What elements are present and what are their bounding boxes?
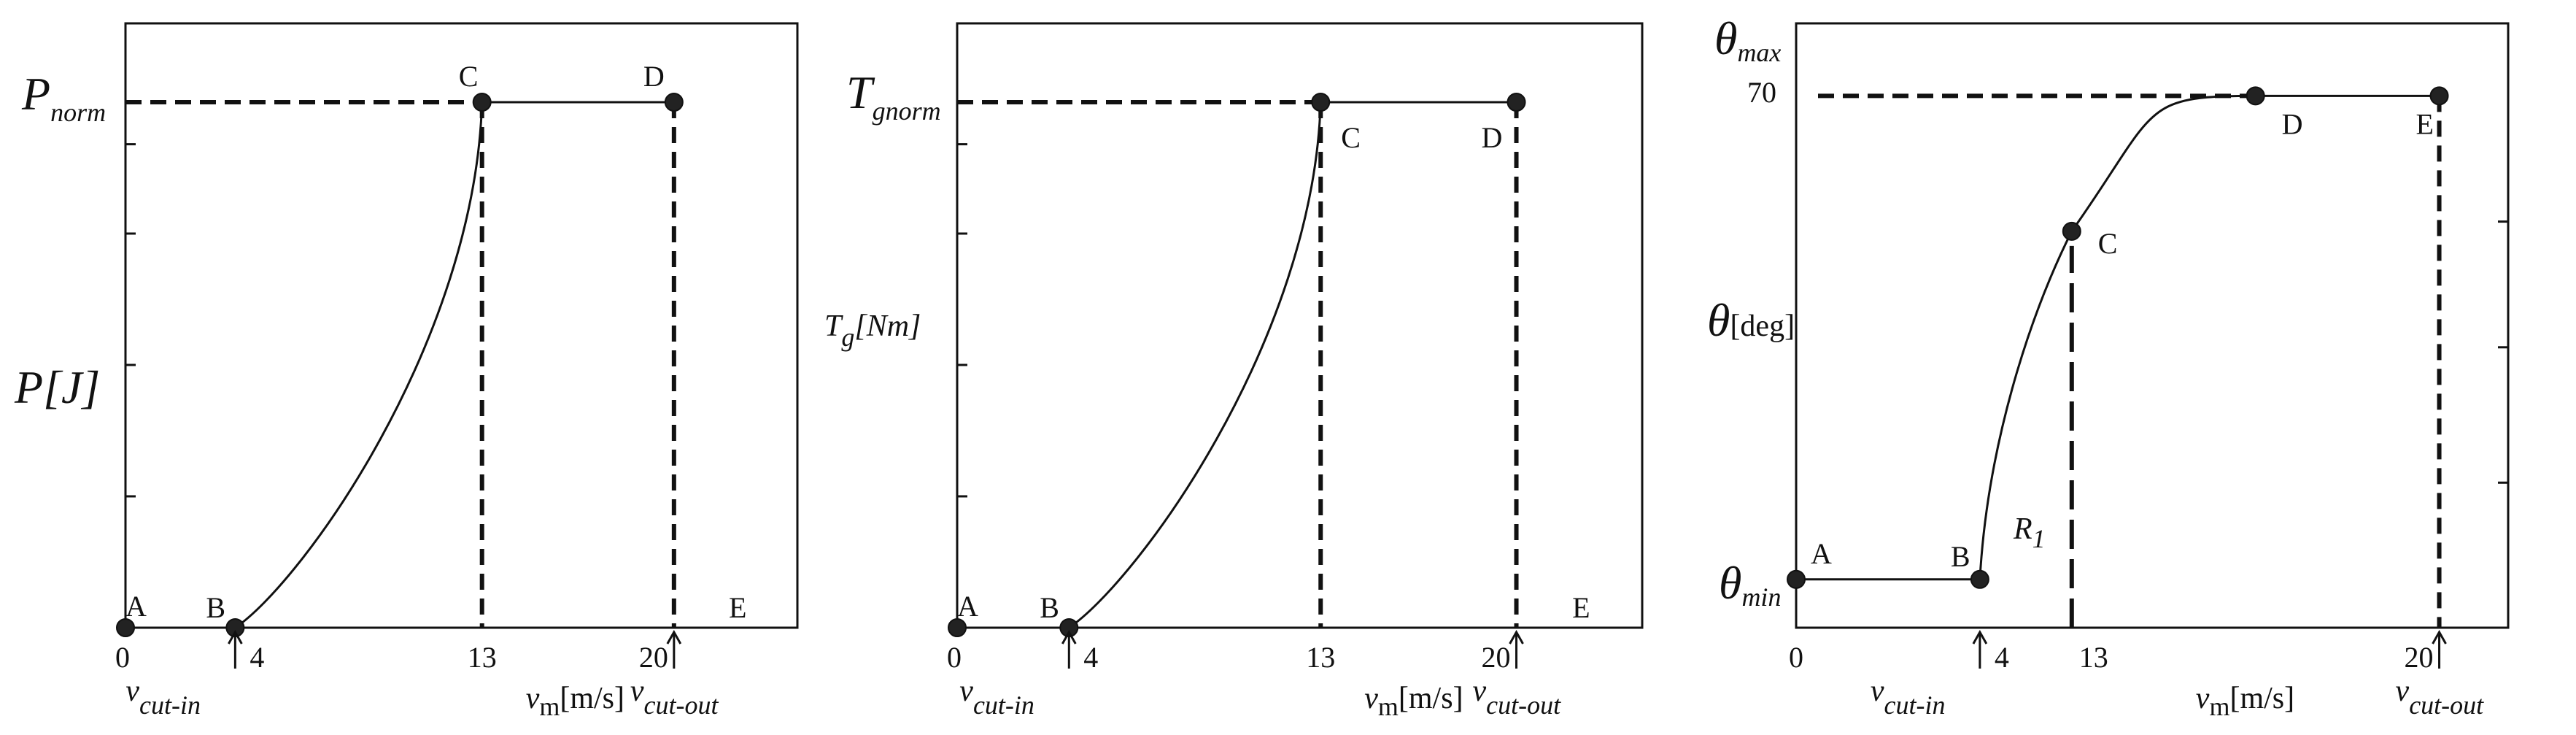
chart-3-cut-in-label: vcut-in: [1871, 674, 1946, 720]
chart-1-frame: [124, 22, 799, 629]
chart-3-curve-bc: [1979, 231, 2073, 580]
chart-1-cut-in-arrow: [228, 629, 243, 669]
chart-2-frame: [956, 22, 1644, 629]
chart-1-cut-out-arrow-head: [666, 629, 682, 644]
chart-3-point-label-c: C: [2098, 227, 2118, 260]
chart-2-cut-out-arrow-head: [1509, 629, 1524, 644]
chart-2-x-tick-label-0: 0: [947, 641, 962, 674]
chart-1-x-tick-label-3: 20: [639, 641, 668, 674]
chart-1-point-label-c: C: [459, 60, 479, 93]
chart-2-point-label-b: B: [1040, 591, 1059, 624]
chart-2-curve-bc: [1068, 101, 1322, 629]
chart-1-x-tick-label-2: 13: [468, 641, 497, 674]
chart-1-cut-out-arrow: [666, 629, 682, 669]
chart-3-x-tick-label-1: 4: [1995, 641, 2009, 674]
chart-3-cut-out-arrow: [2432, 629, 2447, 669]
chart-3-curve-cd: [2070, 94, 2256, 232]
chart-1-y-axis-label: P[J]: [14, 361, 100, 413]
chart-1-point-d: [664, 93, 684, 112]
chart-1-cut-in-label: vcut-in: [125, 674, 201, 720]
chart-3-point-label-b: B: [1951, 540, 1970, 573]
chart-3-cut-in-arrow: [1972, 629, 1988, 669]
chart-2-x-tick-label-1: 4: [1083, 641, 1098, 674]
chart-3-x-axis-label: vm[m/s]: [2196, 682, 2294, 721]
chart-1-cut-out-label: vcut-out: [630, 674, 719, 720]
chart-1-point-c: [472, 93, 492, 112]
chart-3-cut-out-arrow-head: [2432, 629, 2447, 644]
chart-3-x-tick-label-2: 13: [2079, 641, 2108, 674]
chart-1-x-tick-label-0: 0: [115, 641, 130, 674]
chart-3-point-label-d: D: [2282, 107, 2303, 140]
chart-1-point-label-d: D: [643, 60, 665, 93]
chart-1-x-tick-label-1: 4: [250, 641, 264, 674]
chart-2-x-tick-label-3: 20: [1482, 641, 1511, 674]
chart-3-y-axis-label: θ[deg]: [1707, 294, 1795, 346]
chart-3-y-min-label: θmin: [1719, 557, 1781, 612]
chart-3-region-label: R1: [2013, 512, 2046, 553]
chart-3-y-max-value: 70: [1747, 76, 1776, 109]
chart-2-point-label-e: E: [1572, 591, 1590, 624]
chart-3-x-tick-label-3: 20: [2405, 641, 2434, 674]
chart-1-y-level-label: Pnorm: [21, 68, 106, 127]
chart-3-point-c: [2062, 221, 2081, 241]
chart-1-point-label-a: A: [125, 590, 147, 623]
chart-2-x-tick-label-2: 13: [1306, 641, 1335, 674]
chart-2-x-axis-label: vm[m/s]: [1364, 682, 1463, 721]
chart-2-cut-out-label: vcut-out: [1473, 674, 1562, 720]
chart-2-point-d: [1506, 93, 1526, 112]
chart-2-point-label-c: C: [1341, 121, 1361, 154]
chart-3-cut-out-label: vcut-out: [2396, 674, 2485, 720]
chart-3-point-a: [1787, 569, 1806, 589]
chart-3-x-tick-label-0: 0: [1789, 641, 1803, 674]
chart-1-point-a: [116, 618, 135, 637]
chart-2-cut-out-arrow: [1509, 629, 1524, 669]
chart-1-curve-bc: [234, 101, 484, 629]
chart-3-point-label-a: A: [1811, 537, 1832, 570]
chart-3-y-max-label: θmax: [1714, 12, 1781, 67]
chart-2-point-label-a: A: [957, 590, 978, 623]
chart-3-point-b: [1970, 569, 1989, 589]
chart-1-point-label-b: B: [206, 591, 225, 624]
chart-3-frame: [1795, 22, 2510, 629]
chart-2-point-a: [948, 618, 967, 637]
chart-3-point-d: [2246, 86, 2265, 106]
chart-2-point-c: [1311, 93, 1331, 112]
chart-2-y-axis-label: Tg[Nm]: [824, 309, 921, 352]
chart-2-cut-in-arrow: [1061, 629, 1077, 669]
chart-3-point-e: [2429, 86, 2449, 106]
chart-2-cut-in-arrow-head: [1061, 629, 1077, 644]
chart-3-point-label-e: E: [2416, 107, 2434, 140]
chart-1-cut-in-arrow-head: [228, 629, 243, 644]
chart-2-y-level-label: Tgnorm: [846, 66, 941, 126]
chart-1-x-axis-label: vm[m/s]: [526, 682, 624, 721]
chart-3-cut-in-arrow-head: [1972, 629, 1988, 644]
chart-1-point-label-e: E: [729, 591, 746, 624]
chart-2-point-label-d: D: [1482, 121, 1503, 154]
chart-2-cut-in-label: vcut-in: [959, 674, 1034, 720]
